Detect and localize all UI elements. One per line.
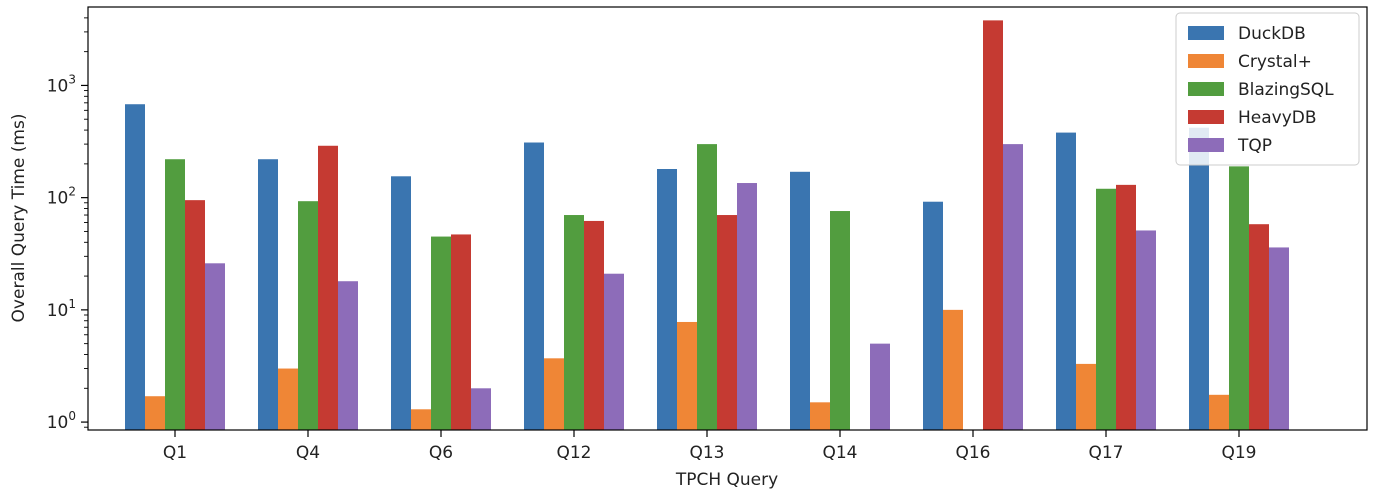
x-tick-label: Q1 <box>163 443 187 463</box>
bar-heavydb <box>717 215 737 430</box>
bar-heavydb <box>185 200 205 430</box>
x-tick-label: Q13 <box>689 443 724 463</box>
legend-box <box>1175 12 1360 166</box>
y-tick-label: 103 <box>47 72 76 96</box>
bar-tqp <box>471 388 491 430</box>
bar-blazingsql <box>1229 166 1249 431</box>
bar-crystal <box>411 409 431 430</box>
y-tick-label: 102 <box>47 185 76 209</box>
y-tick-label: 101 <box>47 297 76 321</box>
bar-blazingsql <box>165 159 185 430</box>
bar-crystal <box>677 321 697 430</box>
legend-swatch <box>1188 82 1224 96</box>
y-tick-label: 100 <box>47 409 76 433</box>
bar-tqp <box>338 281 358 430</box>
bar-heavydb <box>451 234 471 430</box>
x-tick-label: Q17 <box>1088 443 1123 463</box>
bar-crystal <box>943 309 963 430</box>
bar-crystal <box>278 368 298 430</box>
x-tick-label: Q6 <box>429 443 453 463</box>
bar-crystal <box>1209 394 1229 430</box>
y-axis: 100 101 102 103 <box>47 17 88 433</box>
bar-blazingsql <box>830 211 850 430</box>
bar-duckdb <box>1189 127 1209 431</box>
plot-frame <box>87 6 1368 431</box>
bar-duckdb <box>125 104 145 430</box>
bar-crystal <box>1076 363 1096 430</box>
bar-heavydb <box>1116 184 1136 430</box>
bar-duckdb <box>1056 132 1076 430</box>
bar-tqp <box>870 343 890 430</box>
legend-label: HeavyDB <box>1238 108 1317 128</box>
bar-blazingsql <box>564 215 584 430</box>
bar-blazingsql <box>697 144 717 431</box>
bar-blazingsql <box>431 236 451 430</box>
bar-duckdb <box>258 159 278 430</box>
bar-crystal <box>544 358 564 430</box>
bar-tqp <box>1003 144 1023 431</box>
legend-swatch <box>1188 54 1224 68</box>
bar-duckdb <box>657 169 677 430</box>
legend: DuckDB Crystal+ BlazingSQL HeavyDB TQP <box>1175 12 1360 166</box>
bar-crystal <box>145 396 165 430</box>
x-tick-label: Q4 <box>296 443 320 463</box>
legend-label: TQP <box>1237 136 1272 156</box>
legend-swatch <box>1188 110 1224 124</box>
legend-label: BlazingSQL <box>1238 80 1334 100</box>
x-tick-label: Q16 <box>955 443 990 463</box>
bar-heavydb <box>584 220 604 430</box>
legend-swatch <box>1188 26 1224 40</box>
bars-group <box>125 20 1289 431</box>
x-tick-label: Q14 <box>822 443 857 463</box>
bar-tqp <box>604 273 624 430</box>
x-axis: Q1 Q4 Q6 Q12 Q13 Q14 Q16 Q17 Q19 <box>163 430 1257 463</box>
legend-label: Crystal+ <box>1238 52 1312 72</box>
x-tick-label: Q12 <box>556 443 591 463</box>
bar-duckdb <box>790 171 810 430</box>
bar-heavydb <box>1249 224 1269 430</box>
x-axis-label: TPCH Query <box>675 470 778 490</box>
bar-tqp <box>737 183 757 430</box>
bar-blazingsql <box>1096 188 1116 430</box>
legend-label: DuckDB <box>1238 24 1306 44</box>
bar-duckdb <box>923 201 943 430</box>
bar-heavydb <box>318 145 338 430</box>
bar-blazingsql <box>298 201 318 430</box>
bar-tqp <box>1269 247 1289 430</box>
bar-crystal <box>810 402 830 430</box>
bar-tqp <box>205 263 225 430</box>
bar-heavydb <box>983 20 1003 430</box>
legend-swatch <box>1188 138 1224 152</box>
y-axis-label: Overall Query Time (ms) <box>9 114 29 323</box>
bar-duckdb <box>391 176 411 430</box>
bar-duckdb <box>524 142 544 430</box>
x-tick-label: Q19 <box>1221 443 1256 463</box>
bar-tqp <box>1136 230 1156 430</box>
